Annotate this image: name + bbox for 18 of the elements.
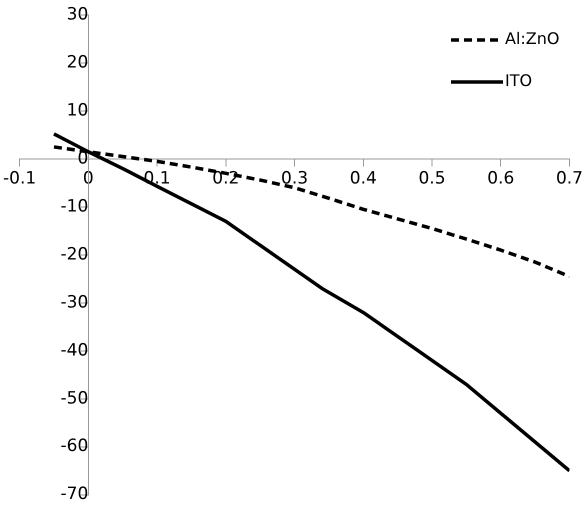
y-tick-label: 20 bbox=[66, 52, 88, 72]
y-tick-label: -20 bbox=[60, 244, 88, 264]
x-tick-label: 0.5 bbox=[418, 168, 446, 189]
legend-label: ITO bbox=[505, 71, 532, 90]
y-tick-label: -70 bbox=[60, 484, 88, 504]
x-tick-label: 0.7 bbox=[556, 168, 584, 189]
y-tick-label: -40 bbox=[60, 340, 88, 360]
y-tick-label: -10 bbox=[60, 196, 88, 216]
y-tick-label: 30 bbox=[66, 4, 88, 24]
y-tick-label: -50 bbox=[60, 388, 88, 408]
x-tick-label: 0.3 bbox=[281, 168, 308, 189]
x-tick-label: -0.1 bbox=[3, 168, 36, 189]
y-tick-label: -30 bbox=[60, 292, 88, 312]
y-tick-label: -60 bbox=[60, 436, 88, 456]
x-tick-label: 0.4 bbox=[350, 168, 377, 189]
x-tick-label: 0.6 bbox=[487, 168, 514, 189]
y-tick-label: 10 bbox=[66, 100, 88, 120]
legend-label: Al:ZnO bbox=[505, 29, 560, 48]
